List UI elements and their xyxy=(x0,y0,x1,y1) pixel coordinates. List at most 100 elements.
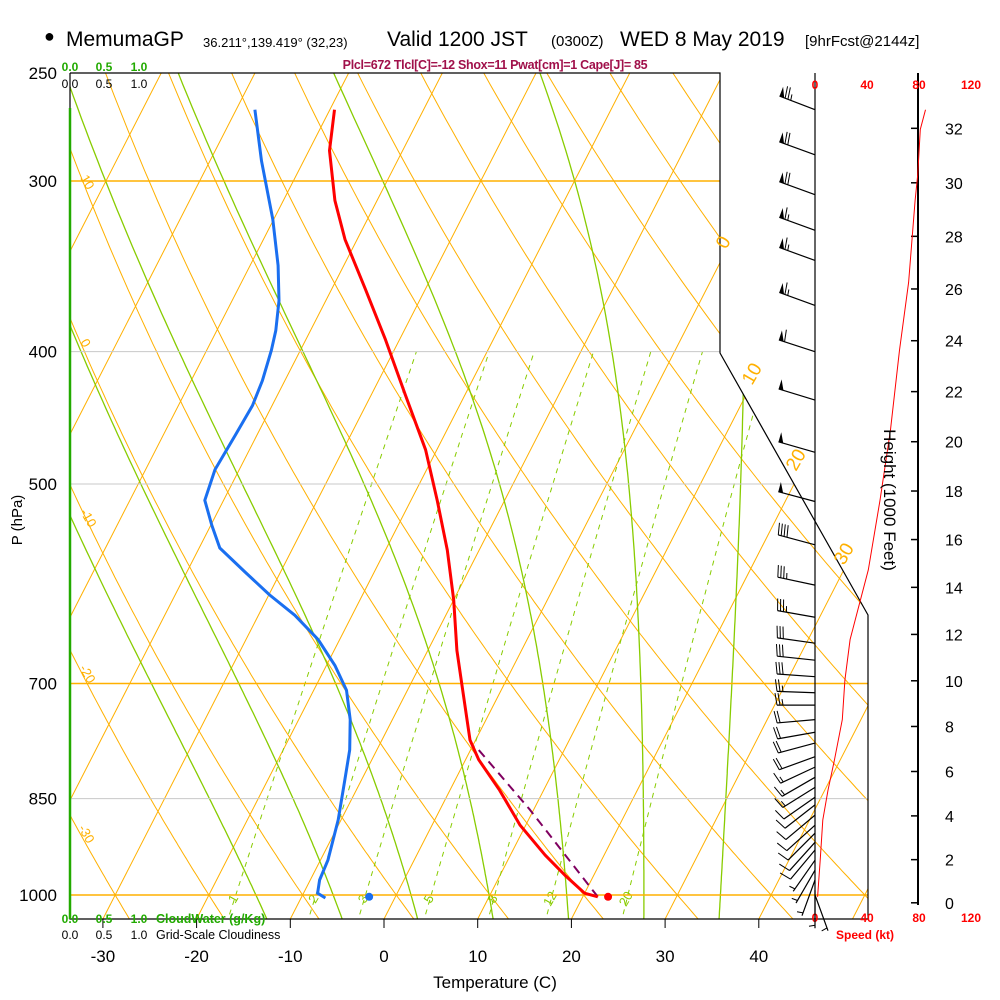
dry-adiabat-label: -30 xyxy=(75,822,97,846)
dry-adiabat-line xyxy=(220,73,804,919)
barb-staff xyxy=(786,824,816,852)
wind-barb xyxy=(779,849,816,880)
speed-tick-bottom: 40 xyxy=(860,911,874,925)
barb-full xyxy=(776,710,781,723)
wind-barb xyxy=(779,207,816,231)
barb-full xyxy=(781,644,784,657)
wind-barb xyxy=(774,679,816,694)
parcel-path-line xyxy=(474,744,599,898)
dry-adiabat-line xyxy=(70,73,137,919)
dry-adiabat-line xyxy=(70,73,423,919)
height-tick-label: 14 xyxy=(945,580,963,597)
barb-full xyxy=(776,842,788,852)
barb-full xyxy=(775,819,786,829)
wind-barb xyxy=(775,804,816,829)
barb-pennant xyxy=(779,172,784,184)
dry-adiabat-label: 0 xyxy=(77,336,94,350)
wind-barb xyxy=(773,726,816,740)
wind-barb xyxy=(772,756,816,771)
mixing-ratio-line xyxy=(620,351,771,919)
barb-full xyxy=(777,693,781,706)
barb-staff xyxy=(779,216,816,231)
barb-staff xyxy=(792,859,816,892)
cloudiness-tick-bottom: 0.0 xyxy=(62,928,79,942)
barb-full xyxy=(784,282,788,295)
barb-full xyxy=(780,523,783,536)
mixing-ratio-line xyxy=(486,351,652,919)
barb-staff xyxy=(780,766,816,784)
barb-full xyxy=(773,786,783,797)
wind-barb xyxy=(774,693,815,706)
barb-full xyxy=(774,693,778,706)
barb-staff xyxy=(779,181,816,196)
dry-adiabat-label: -10 xyxy=(77,506,99,530)
moist-adiabat-line xyxy=(539,73,645,919)
barb-full xyxy=(772,741,779,754)
barb-full xyxy=(781,662,784,675)
isotherm-line xyxy=(190,73,643,919)
height-tick-label: 12 xyxy=(945,627,963,644)
cloudiness-tick-bottom: 1.0 xyxy=(131,928,148,942)
mixing-ratio-line xyxy=(356,351,535,919)
barb-full xyxy=(773,711,778,724)
wind-barb xyxy=(773,710,816,724)
stability-indices: Plcl=672 Tlcl[C]=-12 Shox=11 Pwat[cm]=1 … xyxy=(342,58,648,72)
barb-full xyxy=(777,522,780,535)
barb-half xyxy=(781,699,784,706)
barb-full xyxy=(779,872,791,880)
barb-pennant xyxy=(778,379,784,391)
barb-full xyxy=(784,237,788,250)
height-tick-label: 30 xyxy=(945,176,963,193)
wind-barb xyxy=(777,565,816,586)
barb-staff xyxy=(778,441,816,453)
wind-barb xyxy=(778,432,816,453)
wind-barb xyxy=(773,776,816,797)
mixing-ratio-label: 12 xyxy=(540,889,560,909)
barb-staff xyxy=(814,894,829,931)
barb-staff xyxy=(785,814,816,841)
mixing-ratio-label: 5 xyxy=(420,892,437,906)
barb-half xyxy=(781,685,784,692)
barb-full xyxy=(773,727,779,740)
dry-adiabat-line xyxy=(96,73,613,919)
height-axis-title: Height (1000 Feet) xyxy=(880,429,899,571)
wind-barb xyxy=(779,841,816,871)
x-tick-label: 30 xyxy=(656,947,675,966)
height-tick-label: 0 xyxy=(945,896,954,913)
isotherm-line xyxy=(70,73,456,919)
barb-full xyxy=(777,565,779,578)
cloudiness-tick-bottom: 0.5 xyxy=(96,928,113,942)
surface-dewpoint-point xyxy=(365,892,374,901)
isotherm-line xyxy=(70,73,268,919)
barb-staff xyxy=(783,796,816,820)
mixing-ratio-label: 1 xyxy=(225,892,242,906)
barb-full xyxy=(778,662,781,675)
wind-barb xyxy=(778,379,816,401)
barb-staff xyxy=(779,756,816,771)
y-tick-label: 850 xyxy=(29,790,57,809)
bullet-icon: ● xyxy=(44,26,55,46)
speed-tick-bottom: 120 xyxy=(961,911,981,925)
wind-barb xyxy=(779,86,816,111)
barb-full xyxy=(775,644,778,657)
barb-half xyxy=(780,801,786,807)
barb-full xyxy=(784,171,788,184)
barb-staff xyxy=(778,339,816,353)
barb-full xyxy=(774,798,784,808)
cloudwater-tick-bottom: 0.5 xyxy=(96,912,113,926)
barb-staff xyxy=(777,690,816,694)
height-tick-label: 20 xyxy=(945,435,963,452)
y-tick-label: 1000 xyxy=(19,886,57,905)
cloudwater-tick-bottom: 0.0 xyxy=(62,912,79,926)
height-tick-label: 16 xyxy=(945,533,963,550)
moist-adiabat-line xyxy=(718,73,746,919)
wind-barb xyxy=(774,786,816,809)
barb-staff xyxy=(779,95,816,111)
cloudiness-tick-top: 1.0 xyxy=(131,77,148,91)
dry-adiabat-line xyxy=(70,73,232,919)
y-tick-label: 400 xyxy=(29,343,57,362)
barb-staff xyxy=(777,655,816,661)
barb-staff xyxy=(777,637,816,644)
barb-full xyxy=(772,758,780,770)
